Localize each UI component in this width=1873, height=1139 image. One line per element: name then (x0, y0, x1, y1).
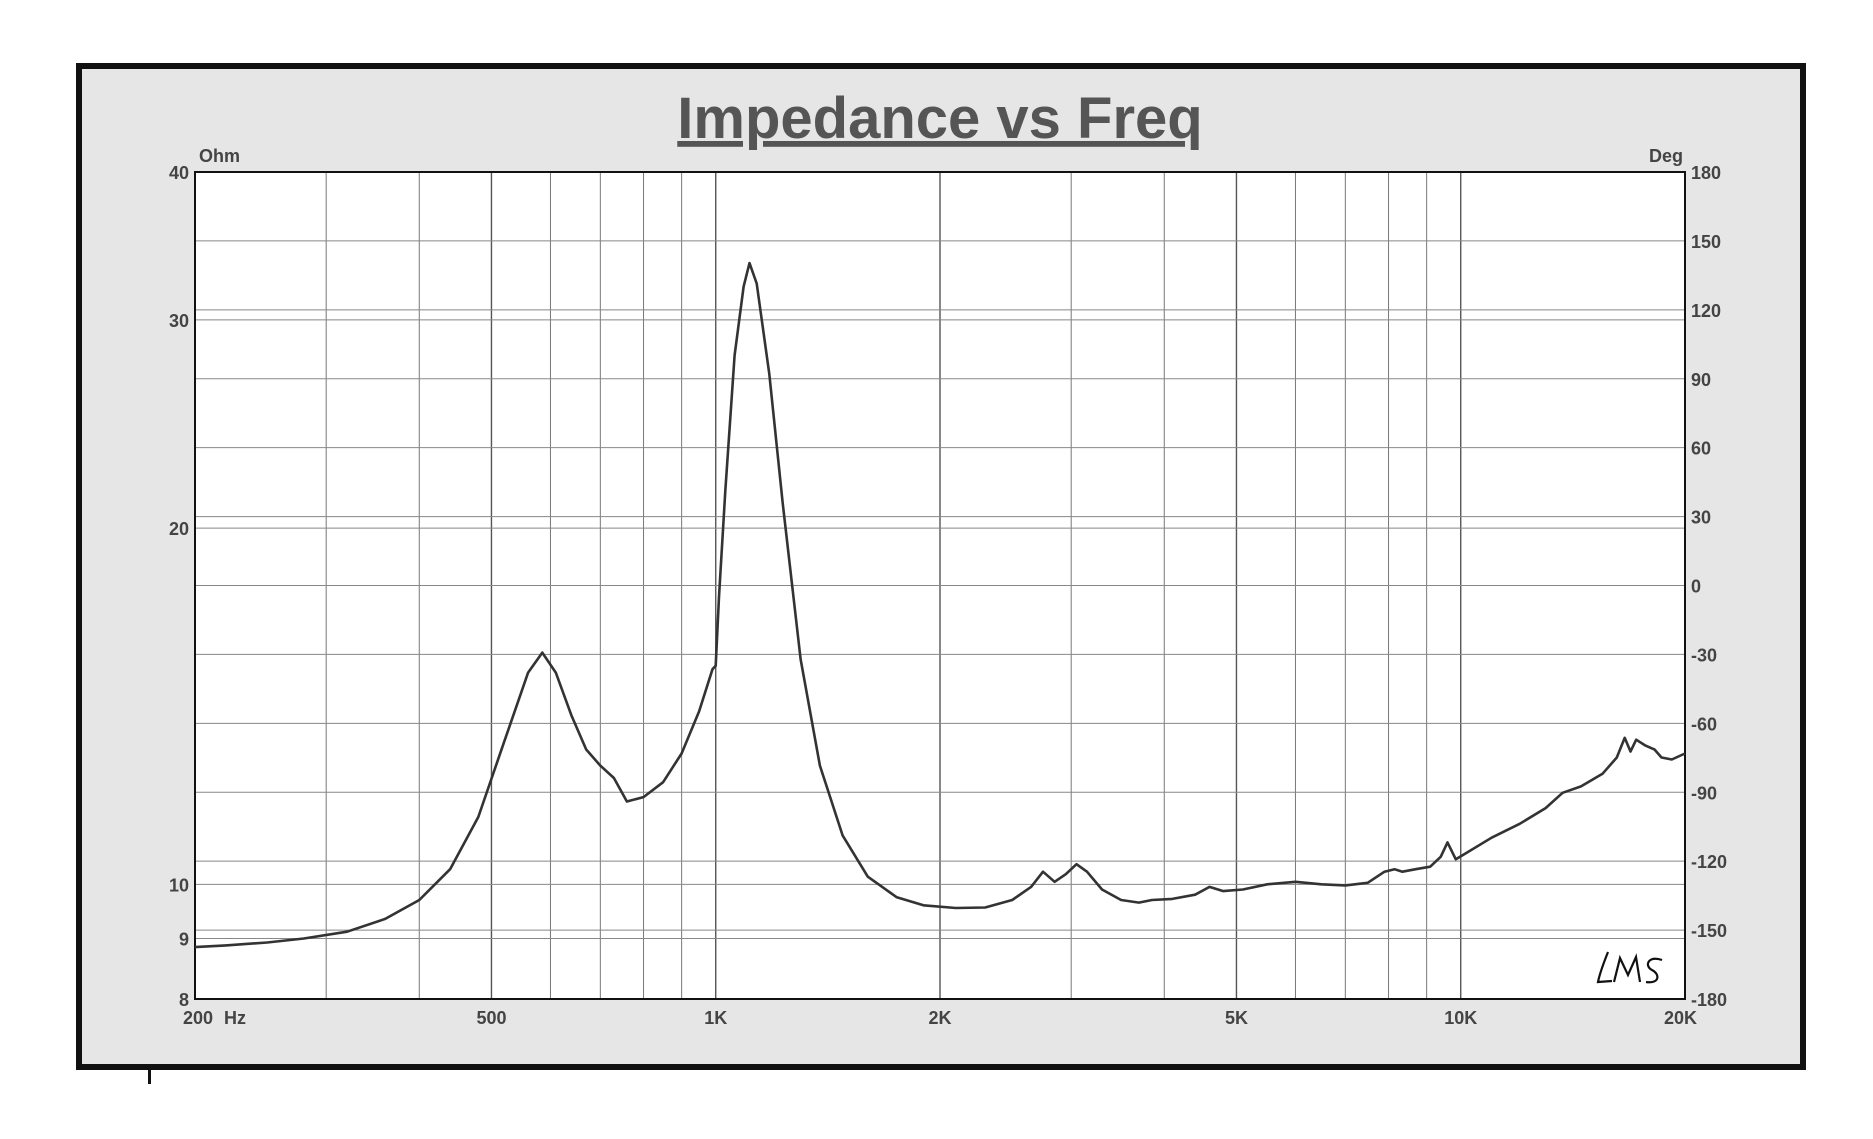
chart-title: Impedance vs Freq (677, 86, 1202, 151)
y-left-tick-label: 10 (169, 875, 189, 895)
grid (195, 172, 1685, 999)
y-left-tick-label: 20 (169, 519, 189, 539)
impedance-series-line (194, 261, 1686, 949)
y-right-tick-label: 60 (1691, 439, 1711, 459)
y-right-tick-label: -120 (1691, 852, 1727, 872)
y-right-tick-label: -30 (1691, 645, 1717, 665)
y-right-tick-label: -150 (1691, 921, 1727, 941)
y-left-unit-label: Ohm (199, 146, 240, 166)
x-tick-label: 10K (1444, 1008, 1477, 1028)
y-right-tick-label: 120 (1691, 301, 1721, 321)
frame-bottom-tick (148, 1070, 151, 1084)
y-right-unit-label: Deg (1649, 146, 1683, 166)
x-tick-label: 1K (704, 1008, 727, 1028)
frame-bottom-border (76, 1064, 1806, 1070)
y-left-tick-label: 9 (179, 929, 189, 949)
tick-labels: 200 500 1K 2K 5K 10K 20K 8 9 10 20 30 40 180 150 120 90 6… (169, 163, 1727, 1028)
y-right-tick-label: -180 (1691, 990, 1727, 1010)
y-left-tick-label: 40 (169, 163, 189, 183)
y-right-tick-label: -60 (1691, 714, 1717, 734)
y-right-tick-label: -90 (1691, 783, 1717, 803)
y-right-tick-label: 150 (1691, 232, 1721, 252)
y-right-tick-label: 90 (1691, 370, 1711, 390)
y-right-tick-label: 180 (1691, 163, 1721, 183)
x-tick-label: 2K (928, 1008, 951, 1028)
lms-watermark (1596, 951, 1663, 984)
y-left-tick-label: 30 (169, 311, 189, 331)
plot-border (194, 171, 1686, 1000)
x-tick-label: 200 (183, 1008, 213, 1028)
y-left-tick-label: 8 (179, 990, 189, 1010)
y-right-tick-label: 0 (1691, 577, 1701, 597)
x-tick-label: 20K (1664, 1008, 1697, 1028)
x-tick-label: 5K (1225, 1008, 1248, 1028)
x-unit-label: Hz (224, 1008, 246, 1028)
x-tick-label: 500 (476, 1008, 506, 1028)
y-right-tick-label: 30 (1691, 508, 1711, 528)
